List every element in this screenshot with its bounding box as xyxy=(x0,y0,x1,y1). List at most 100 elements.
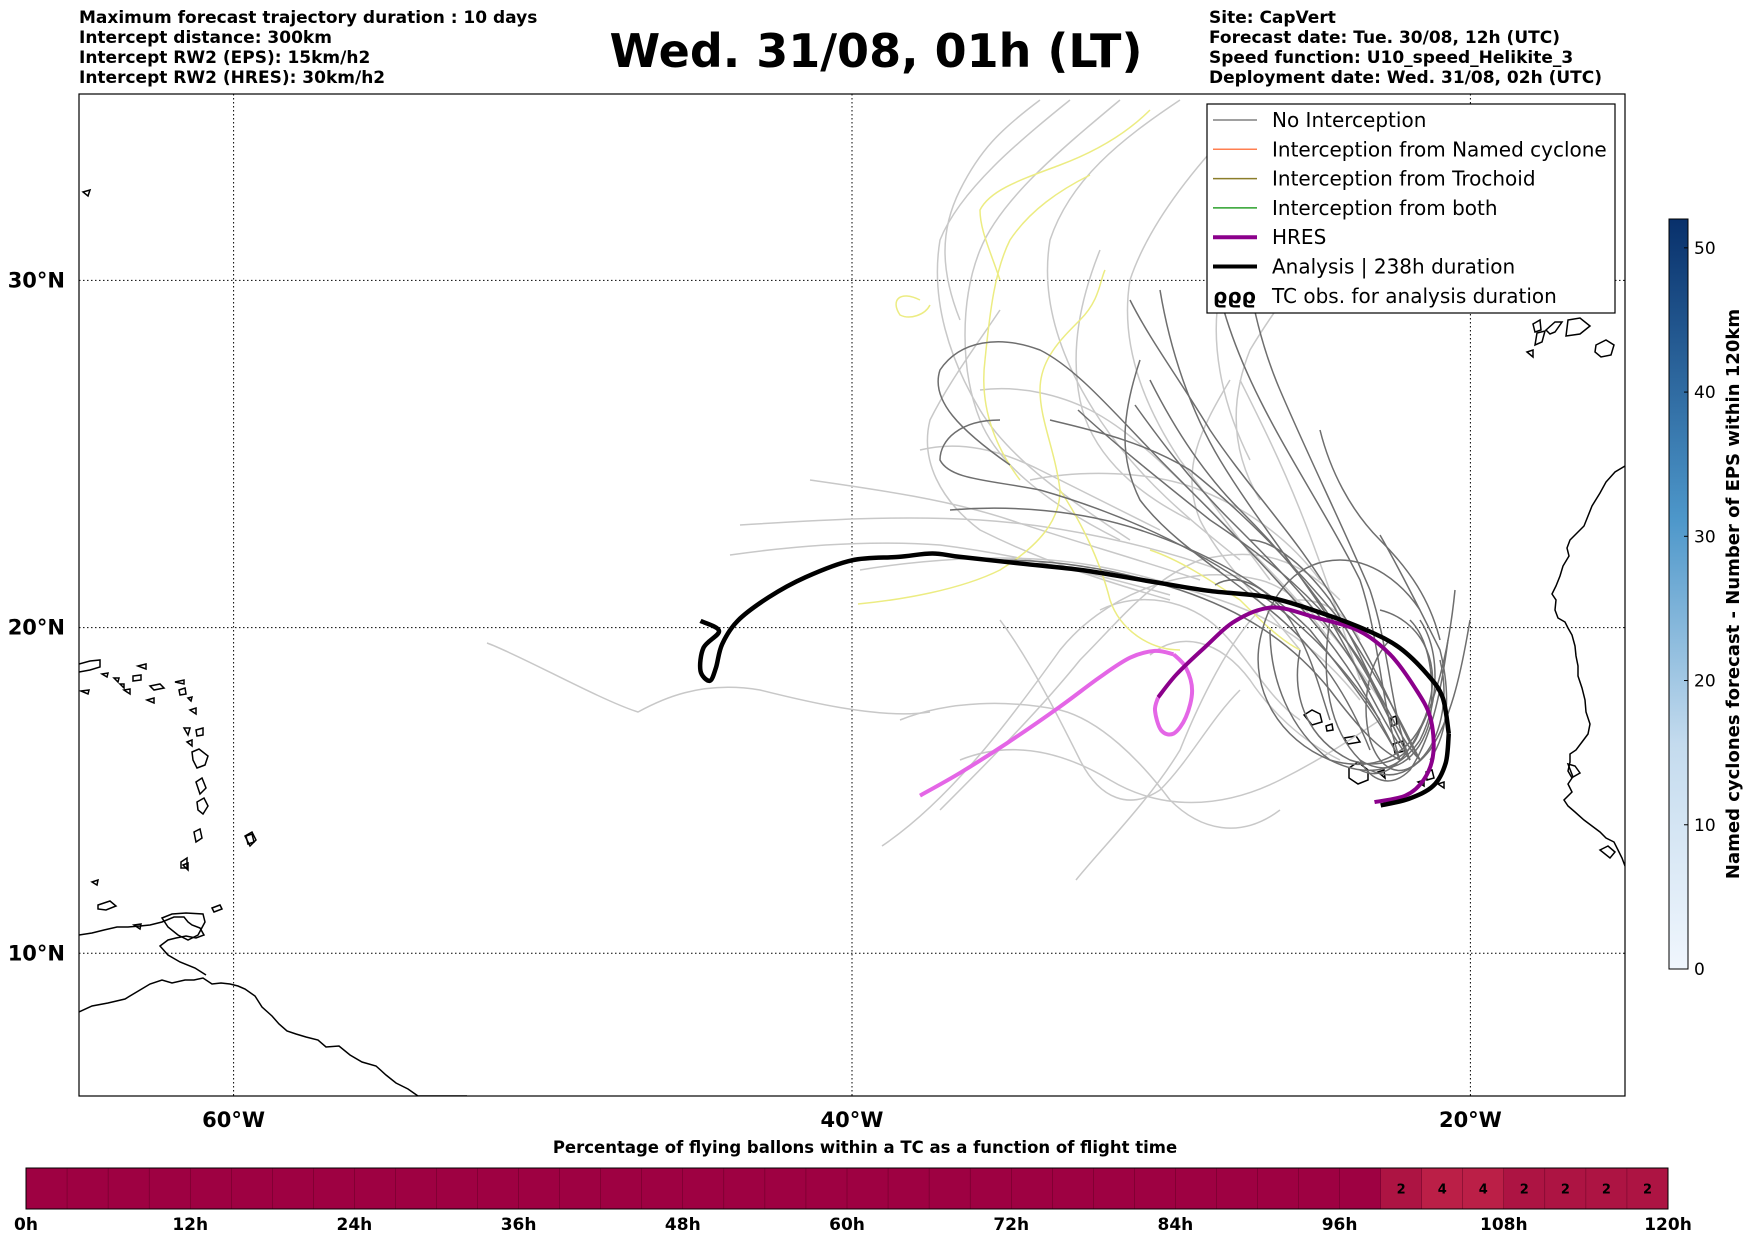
timebar-cell xyxy=(354,1167,396,1210)
timebar-cell xyxy=(1626,1167,1669,1210)
analysis-track-tail xyxy=(1380,733,1452,808)
legend-label: Interception from Trochoid xyxy=(1272,167,1536,191)
island-barbuda xyxy=(188,706,197,716)
header-right-info: Site: CapVert Forecast date: Tue. 30/08,… xyxy=(1209,8,1602,88)
island-small xyxy=(122,688,131,696)
eps-track xyxy=(1075,599,1361,881)
header-left-info: Maximum forecast trajectory duration : 1… xyxy=(79,8,537,88)
eps-track xyxy=(999,619,1241,801)
eps-track xyxy=(979,387,1331,641)
coastline-venezuela xyxy=(79,916,207,976)
legend: No Interception Interception from Named c… xyxy=(1206,103,1616,314)
timebar-cell xyxy=(969,1167,1012,1210)
eps-track xyxy=(944,99,1041,321)
hres-light-track xyxy=(919,648,1175,798)
timebar-hour-label: 96h xyxy=(1322,1215,1358,1235)
timebar-cell xyxy=(518,1167,561,1210)
eps-track-dark xyxy=(949,507,1401,761)
hres-track xyxy=(1156,605,1436,805)
timebar-cell-value: 2 xyxy=(1602,1183,1611,1198)
latitude-label: 30°N xyxy=(8,268,65,292)
timebar-cell xyxy=(1339,1167,1382,1210)
island-trinidad xyxy=(160,912,206,941)
header-line: Deployment date: Wed. 31/08, 02h (UTC) xyxy=(1209,68,1603,88)
island-anguilla xyxy=(174,679,185,685)
island-martinique xyxy=(196,796,209,816)
timebar-cell xyxy=(764,1167,807,1210)
island-small xyxy=(99,672,110,679)
island-la-palma xyxy=(1565,317,1592,337)
eps-track-dark xyxy=(1249,539,1401,741)
island-gran-canaria xyxy=(1594,339,1615,358)
analysis-track xyxy=(697,551,1452,734)
eps-track xyxy=(809,479,1201,581)
timebar-cell-value: 4 xyxy=(1479,1183,1488,1198)
timebar-cell-value: 2 xyxy=(1561,1183,1570,1198)
colorbar-gradient xyxy=(1668,218,1689,970)
island-tobago xyxy=(210,904,224,913)
colorbar-ticks: 0 10 20 30 40 50 xyxy=(1684,239,1716,980)
legend-box xyxy=(1206,103,1616,314)
timebar-cell xyxy=(231,1167,273,1210)
colorbar-tick-label: 30 xyxy=(1694,527,1716,547)
legend-label: Interception from Named cyclone xyxy=(1272,137,1607,161)
eps-track xyxy=(1126,109,1271,581)
header-line: Intercept distance: 300km xyxy=(79,28,332,48)
island-fuerteventura xyxy=(1534,329,1547,347)
legend-label: TC obs. for analysis duration xyxy=(1271,284,1557,308)
eps-track-yellow xyxy=(983,174,1091,481)
eps-track-yellow xyxy=(1059,489,1181,651)
eps-track xyxy=(859,557,1361,701)
legend-label: Analysis | 238h duration xyxy=(1272,255,1515,279)
eps-trajectories-yellow xyxy=(857,109,1301,651)
coastline-guinea-detail xyxy=(1598,845,1617,860)
timebar-cell xyxy=(1298,1167,1341,1210)
island-guadeloupe xyxy=(191,748,209,769)
header-line: Speed function: U10_speed_Helikite_3 xyxy=(1209,48,1574,68)
eps-track-dark xyxy=(1129,299,1421,761)
eps-track-yellow xyxy=(1149,549,1301,651)
timebar-hour-label: 60h xyxy=(829,1215,865,1235)
timebar-hour-label: 12h xyxy=(172,1215,208,1235)
timebar-cell xyxy=(723,1167,766,1210)
timebar-cell xyxy=(272,1167,314,1210)
timebar-cell-value: 2 xyxy=(1397,1183,1406,1198)
timebar-cell xyxy=(395,1167,438,1210)
timebar-cell xyxy=(846,1167,889,1210)
island-margarita xyxy=(97,900,118,911)
island-brava xyxy=(1436,780,1445,790)
eps-track xyxy=(899,702,1281,829)
eps-track xyxy=(926,309,1171,601)
timebar-cell-value: 2 xyxy=(1643,1183,1652,1198)
timebar-cell xyxy=(1011,1167,1053,1210)
island-sao-vicente xyxy=(1325,723,1334,732)
main-title: Wed. 31/08, 01h (LT) xyxy=(609,24,1143,78)
eps-track xyxy=(1046,99,1241,561)
legend-items: No Interception Interception from Named c… xyxy=(1213,108,1607,308)
eps-track-dark xyxy=(937,341,1401,761)
island-small xyxy=(131,923,142,931)
eps-track xyxy=(936,99,1131,541)
timebar-cell-value: 4 xyxy=(1438,1183,1447,1198)
island-virgin xyxy=(148,683,166,691)
header-line: Site: CapVert xyxy=(1209,8,1336,28)
timebar-cell-value: 2 xyxy=(1520,1183,1529,1198)
latitude-labels: 30°N 20°N 10°N xyxy=(8,268,65,965)
eps-track-dark xyxy=(1049,419,1421,761)
island-virgin xyxy=(144,697,155,705)
timebar-hour-label: 36h xyxy=(501,1215,537,1235)
timebar-cell xyxy=(928,1167,971,1210)
hres-tracks xyxy=(919,605,1436,805)
timebar-hour-label: 24h xyxy=(337,1215,373,1235)
eps-track xyxy=(1075,249,1191,521)
colorbar-tick-label: 40 xyxy=(1694,383,1716,403)
timebar-cell xyxy=(477,1167,520,1210)
island-st-vincent xyxy=(180,856,188,869)
colorbar-label: Named cyclones forecast - Number of EPS … xyxy=(1723,309,1744,879)
colorbar-tick-label: 10 xyxy=(1694,816,1716,836)
legend-label: HRES xyxy=(1272,225,1326,249)
timebar-hour-label: 108h xyxy=(1480,1215,1528,1235)
eps-track-yellow xyxy=(979,109,1151,281)
timebar-hour-label: 72h xyxy=(993,1215,1029,1235)
